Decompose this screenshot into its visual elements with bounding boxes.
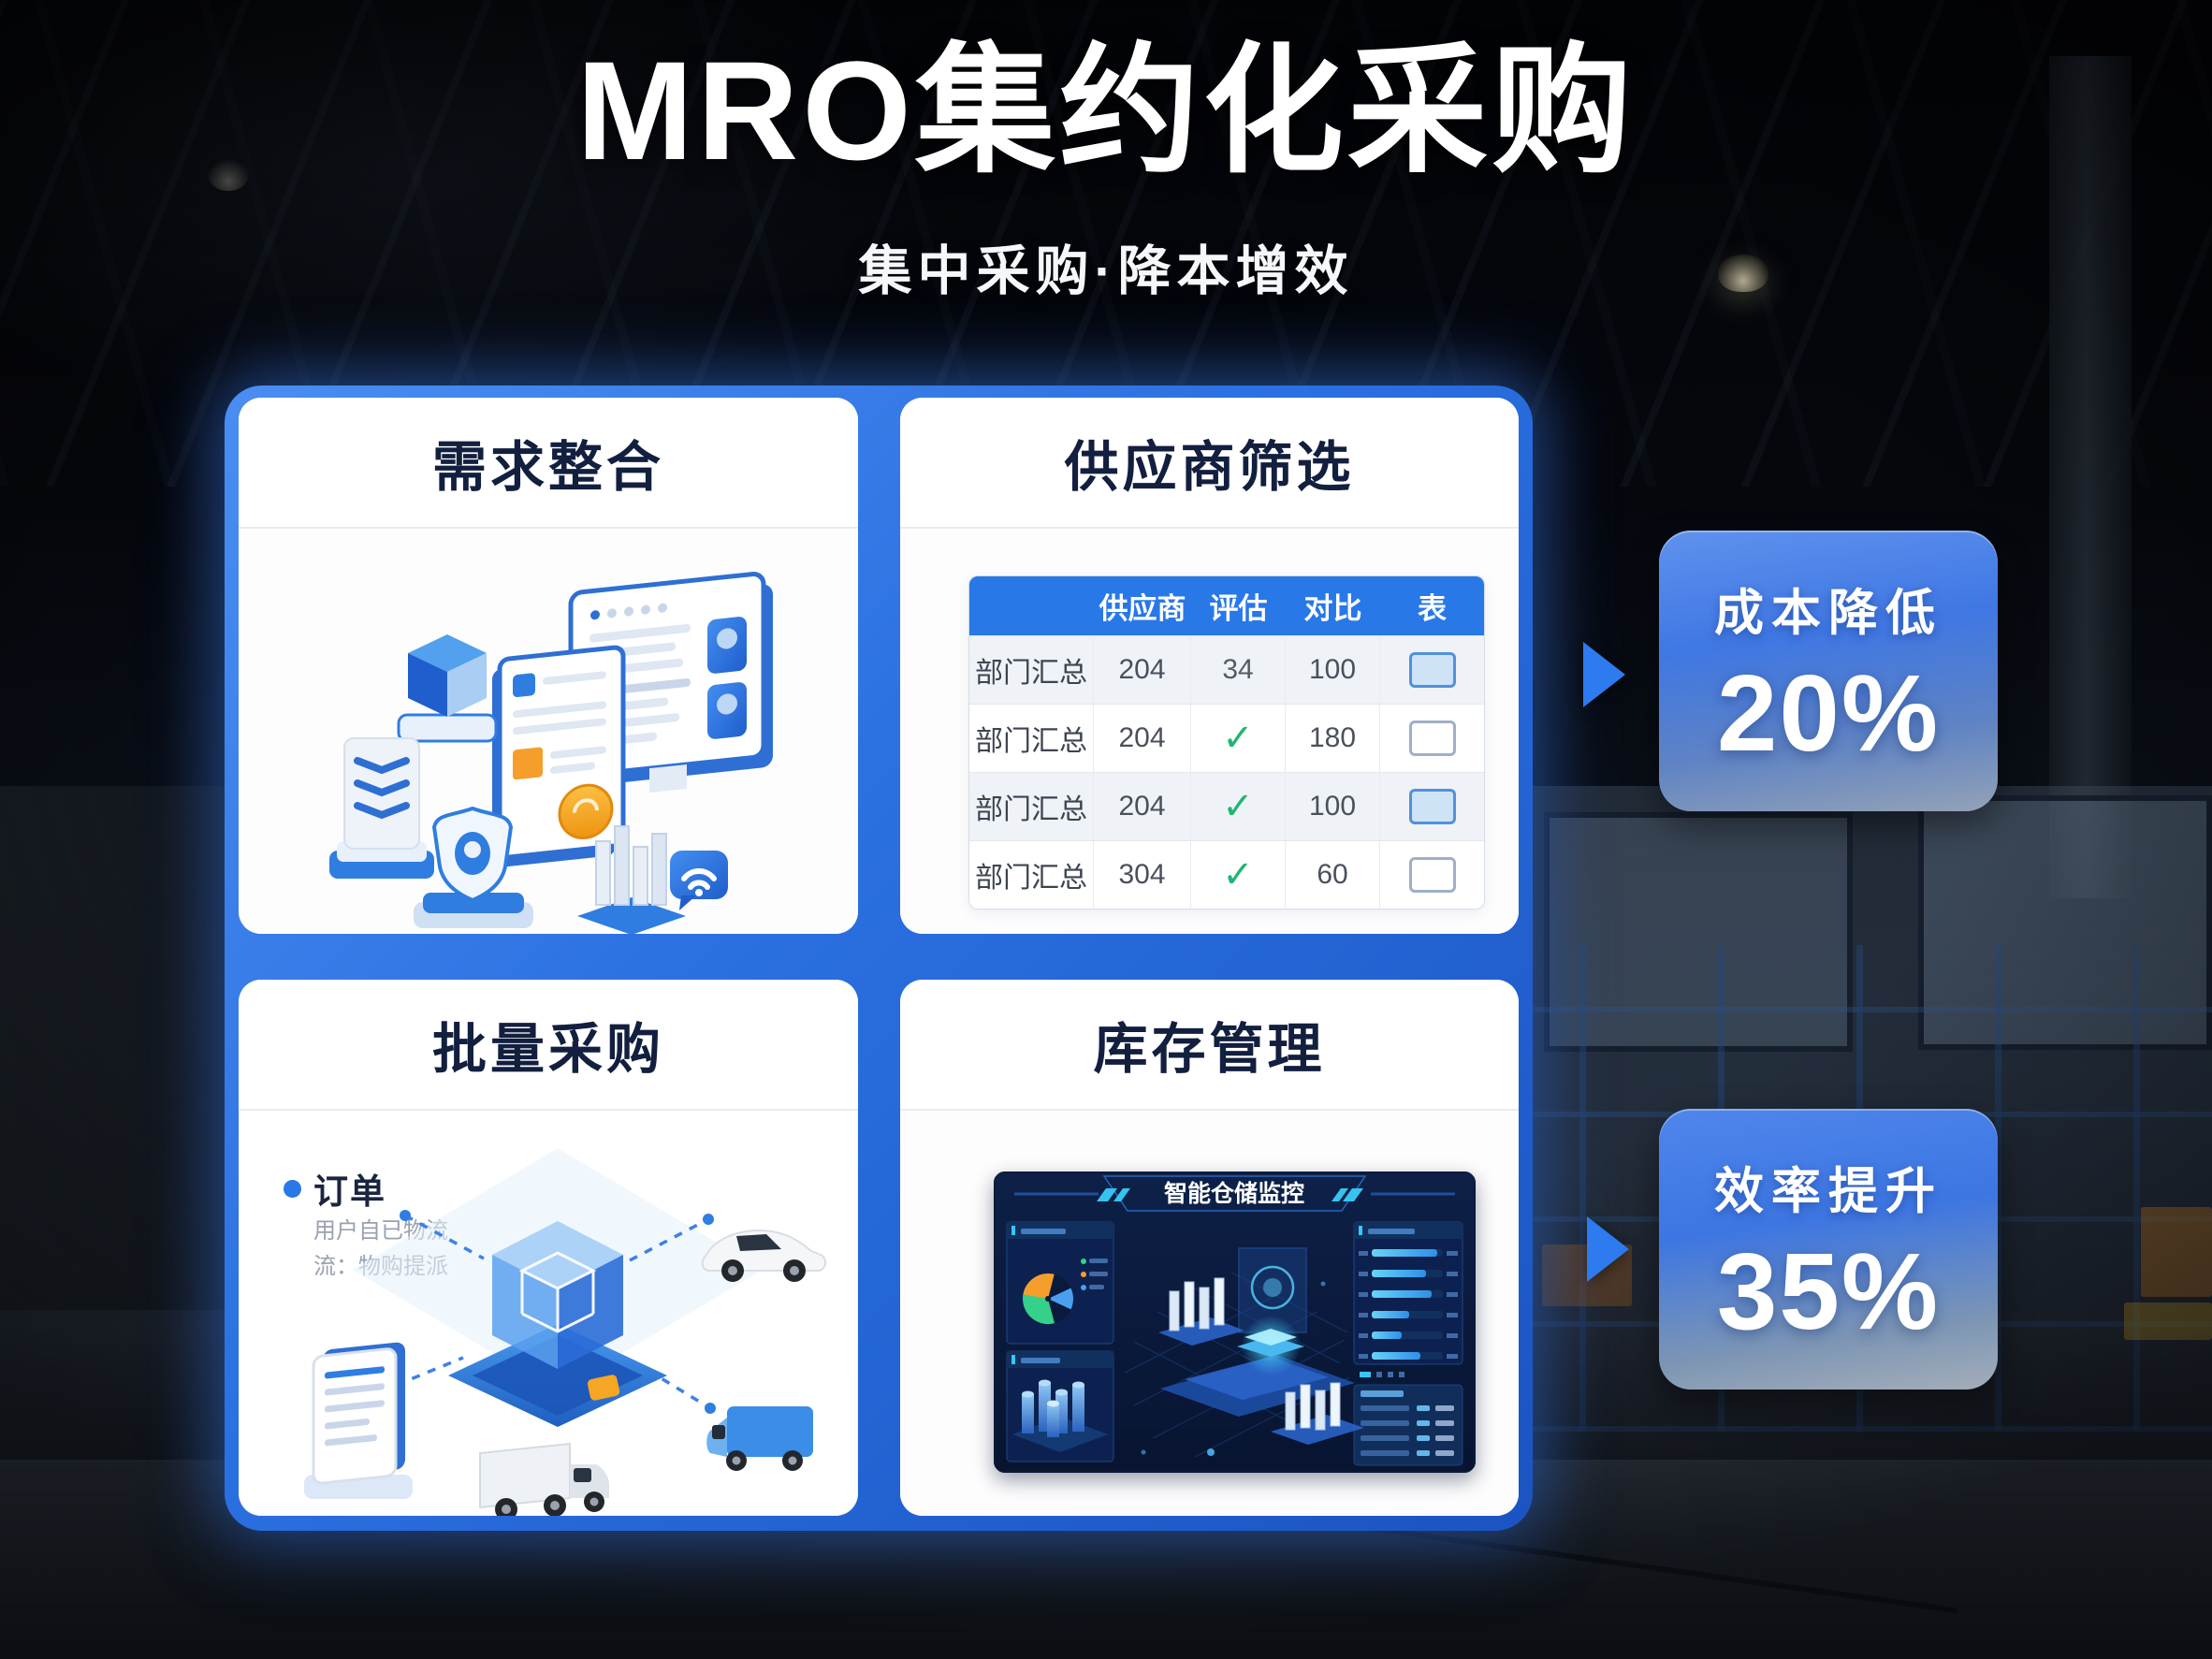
col-header-table: 表 <box>1418 592 1447 625</box>
server-icon <box>329 737 434 879</box>
card-title: 库存管理 <box>900 980 1519 1111</box>
check-icon: ✓ <box>1191 705 1286 772</box>
van-icon <box>706 1406 813 1471</box>
badge-label: 效率提升 <box>1714 1164 1943 1219</box>
arrow-right-icon <box>1587 1216 1629 1282</box>
card-title: 供应商筛选 <box>900 398 1519 529</box>
card-inventory-management: 库存管理 <box>900 980 1519 1516</box>
col-header-compare: 对比 <box>1303 592 1362 625</box>
card-demand-integration: 需求整合 <box>239 398 858 934</box>
header-accent-slashes <box>1097 1188 1363 1201</box>
check-icon: ✓ <box>1191 841 1286 909</box>
badge-value: 20% <box>1716 652 1941 774</box>
pie-chart-panel <box>1006 1221 1114 1345</box>
col-header-supplier: 供应商 <box>1099 592 1186 625</box>
dashed-connectors <box>380 1214 711 1410</box>
card-body <box>239 529 858 934</box>
bar-rows-panel <box>1353 1221 1463 1365</box>
tag-icon <box>587 1375 620 1401</box>
coin-icon <box>558 783 614 839</box>
supplier-table: 供应商 评估 对比 表 部门汇总 204 34 100 部门汇总 204 ✓ 1… <box>968 575 1485 910</box>
table-header-row: 供应商 评估 对比 表 <box>969 576 1484 635</box>
card-title: 批量采购 <box>239 980 858 1111</box>
card-body <box>239 1111 858 1516</box>
col-header-evaluation: 评估 <box>1209 592 1268 625</box>
badge-cost-reduction: 成本降低 20% <box>1659 531 1998 811</box>
checkbox[interactable] <box>1408 857 1456 893</box>
bullet-dot-icon <box>284 1180 301 1198</box>
demand-integration-illustration <box>329 572 773 934</box>
checkbox[interactable] <box>1408 720 1456 756</box>
cylinder-chart-panel <box>1006 1350 1114 1463</box>
truck-icon <box>479 1442 609 1516</box>
page-subtitle: 集中采购·降本增效 <box>858 241 1354 301</box>
stats-rows <box>1361 1405 1454 1456</box>
badge-efficiency-gain: 效率提升 35% <box>1659 1109 1998 1390</box>
package-cube-icon <box>492 1221 623 1369</box>
document-icon <box>492 645 626 867</box>
wifi-icon <box>670 851 728 910</box>
checkbox[interactable] <box>1408 789 1456 824</box>
page-title: MRO集约化采购 <box>576 32 1636 189</box>
table-row: 部门汇总 204 ✓ 100 <box>969 772 1484 840</box>
order-callout-label: 订单 <box>313 1172 386 1211</box>
table-row: 部门汇总 304 ✓ 60 <box>969 840 1484 909</box>
badge-label: 成本降低 <box>1714 586 1943 641</box>
platform-slabs <box>1160 1316 1355 1417</box>
bar-chart-icon <box>577 825 686 934</box>
card-supplier-screening: 供应商筛选 供应商 评估 对比 表 部门汇总 204 34 100 <box>900 398 1519 934</box>
shield-icon <box>414 806 533 928</box>
card-bulk-procurement: 批量采购 订单 用户自已物流 流：物购提派 <box>239 980 858 1516</box>
dashboard-title: 智能仓储监控 <box>1164 1180 1304 1207</box>
bulk-procurement-illustration <box>304 1148 827 1516</box>
orange-tile <box>513 747 543 780</box>
card-title: 需求整合 <box>239 398 858 529</box>
check-icon: ✓ <box>1191 773 1286 840</box>
pillar-group-left <box>1158 1277 1244 1346</box>
pie-legend <box>1081 1259 1108 1290</box>
pillar-group-right <box>1271 1382 1364 1445</box>
dashboard-illustration: 智能仓储监控 <box>994 1171 1476 1473</box>
checkbox[interactable] <box>1408 652 1456 688</box>
table-row: 部门汇总 204 ✓ 180 <box>969 704 1484 772</box>
order-document-icon <box>304 1342 413 1499</box>
stats-table-panel <box>1353 1372 1463 1466</box>
cube-icon <box>397 634 498 743</box>
badge-value: 35% <box>1716 1230 1941 1352</box>
bar-rows <box>1359 1249 1458 1360</box>
table-row: 部门汇总 204 34 100 <box>969 635 1484 704</box>
car-icon <box>701 1229 827 1282</box>
arrow-right-icon <box>1583 642 1625 707</box>
warehouse-dashboard: 智能仓储监控 <box>994 1171 1476 1473</box>
cylinders <box>1022 1379 1084 1437</box>
card-body: 供应商 评估 对比 表 部门汇总 204 34 100 部门汇总 204 ✓ 1… <box>900 529 1519 934</box>
